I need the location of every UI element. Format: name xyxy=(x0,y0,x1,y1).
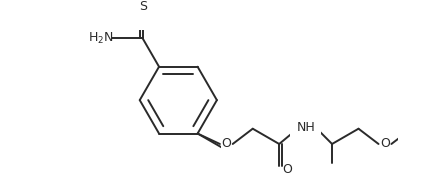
Text: H$_2$N: H$_2$N xyxy=(88,31,114,46)
Text: NH: NH xyxy=(296,121,315,134)
Text: O: O xyxy=(282,163,292,176)
Text: S: S xyxy=(138,0,147,13)
Text: O: O xyxy=(221,138,231,150)
Text: O: O xyxy=(380,138,390,150)
